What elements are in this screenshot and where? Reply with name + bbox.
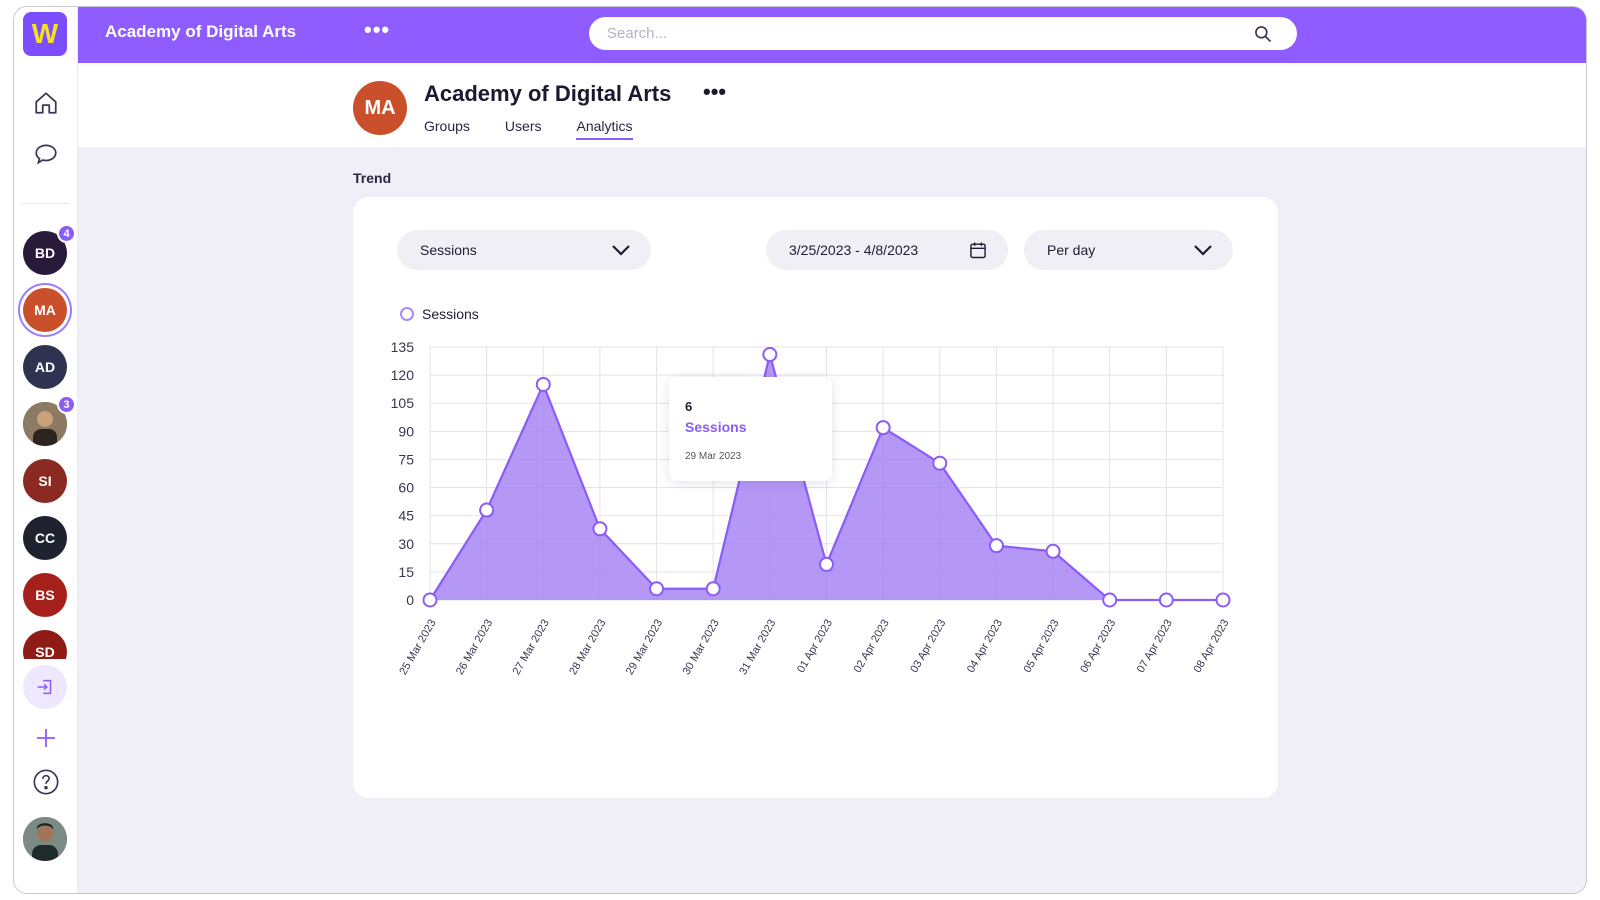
date-range-value: 3/25/2023 - 4/8/2023 <box>789 242 919 258</box>
search-input[interactable] <box>607 17 1227 50</box>
x-tick-label: 05 Apr 2023 <box>1022 618 1062 675</box>
data-point[interactable] <box>705 581 721 597</box>
workspace-list: BD 4 MA AD 3 S <box>14 222 78 659</box>
sidebar: W BD 4 MA AD <box>14 7 78 893</box>
interval-select-value: Per day <box>1047 242 1096 258</box>
workspace-sd[interactable]: SD <box>23 630 67 659</box>
workspace-ad[interactable]: AD <box>23 345 67 389</box>
date-range-picker[interactable]: 3/25/2023 - 4/8/2023 <box>766 230 1008 270</box>
chat-icon[interactable] <box>30 138 62 170</box>
x-tick-label: 04 Apr 2023 <box>965 618 1005 675</box>
notification-badge: 4 <box>57 224 76 243</box>
y-tick-label: 75 <box>398 451 414 467</box>
data-point[interactable] <box>592 521 608 537</box>
data-point[interactable] <box>988 538 1004 554</box>
sidebar-divider <box>22 203 70 204</box>
legend-marker[interactable] <box>400 307 414 321</box>
y-tick-label: 15 <box>398 564 414 580</box>
chevron-down-icon <box>612 245 630 256</box>
chevron-down-icon <box>1194 245 1212 256</box>
tab-groups[interactable]: Groups <box>424 118 470 134</box>
search-icon[interactable] <box>1253 24 1273 44</box>
top-bar: Academy of Digital Arts ••• <box>78 7 1586 63</box>
tooltip-series: Sessions <box>685 419 747 435</box>
section-title: Trend <box>353 170 392 186</box>
y-tick-label: 30 <box>398 536 414 552</box>
x-tick-label: 08 Apr 2023 <box>1192 618 1232 675</box>
y-tick-label: 120 <box>391 367 415 383</box>
add-icon[interactable] <box>30 722 62 754</box>
help-icon[interactable] <box>30 766 62 798</box>
workspace-menu-button[interactable]: ••• <box>703 79 727 104</box>
series-area-sessions <box>430 354 1223 600</box>
topbar-title: Academy of Digital Arts <box>105 22 297 41</box>
workspace-cc[interactable]: CC <box>23 516 67 560</box>
user-photo-icon <box>23 817 67 861</box>
tooltip-value: 6 <box>685 399 693 414</box>
data-point[interactable] <box>422 592 438 608</box>
y-tick-label: 105 <box>391 395 415 411</box>
x-tick-label: 03 Apr 2023 <box>908 618 948 675</box>
workspace-photo[interactable]: 3 <box>23 395 76 446</box>
sign-in-icon <box>37 679 52 695</box>
data-point[interactable] <box>1045 543 1061 559</box>
data-point[interactable] <box>1102 592 1118 608</box>
workspace-avatar: MA <box>353 81 407 135</box>
chart-legend: Sessions <box>400 306 479 322</box>
search-bar <box>589 17 1297 50</box>
data-point[interactable] <box>762 346 778 362</box>
x-tick-label: 07 Apr 2023 <box>1135 618 1175 675</box>
legend-label: Sessions <box>422 306 479 322</box>
x-tick-label: 29 Mar 2023 <box>624 618 665 677</box>
workspace-bs[interactable]: BS <box>23 573 67 617</box>
x-tick-label: 31 Mar 2023 <box>737 618 778 677</box>
x-tick-label: 26 Mar 2023 <box>454 618 495 677</box>
x-tick-label: 27 Mar 2023 <box>511 618 552 677</box>
x-tick-label: 28 Mar 2023 <box>567 618 608 677</box>
y-tick-label: 45 <box>398 508 414 524</box>
y-tick-label: 135 <box>391 339 415 355</box>
app-window: W BD 4 MA AD <box>13 6 1587 894</box>
tooltip-date: 29 Mar 2023 <box>685 451 742 462</box>
page-title: Academy of Digital Arts <box>424 81 672 106</box>
topbar-menu-button[interactable]: ••• <box>364 17 391 42</box>
data-point[interactable] <box>819 556 834 572</box>
join-workspace-button[interactable] <box>23 665 67 709</box>
tab-analytics[interactable]: Analytics <box>576 118 633 140</box>
sessions-area-chart: 0 15 30 45 60 75 90 105 120 135 25 Mar 2023 26 Mar … <box>391 339 1232 677</box>
x-tick-label: 25 Mar 2023 <box>397 618 438 677</box>
metric-select-value: Sessions <box>420 242 477 258</box>
y-tick-label: 0 <box>406 592 414 608</box>
interval-select[interactable]: Per day <box>1024 230 1233 270</box>
x-tick-label: 06 Apr 2023 <box>1078 618 1118 675</box>
workspace-ma[interactable]: MA <box>23 288 67 332</box>
y-tick-label: 60 <box>398 480 414 496</box>
trend-card: Sessions 3/25/2023 - 4/8/2023 Per day Se… <box>353 197 1278 798</box>
tab-bar: Groups Users Analytics <box>424 118 633 140</box>
data-point[interactable] <box>479 502 495 518</box>
data-point[interactable] <box>535 376 551 392</box>
user-avatar[interactable] <box>23 817 67 861</box>
data-point[interactable] <box>649 581 665 597</box>
workspace-header: MA Academy of Digital Arts ••• Groups Us… <box>78 63 1586 147</box>
x-tick-label: 02 Apr 2023 <box>852 618 892 675</box>
data-point[interactable] <box>1215 592 1231 608</box>
notification-badge: 3 <box>57 395 76 414</box>
metric-select[interactable]: Sessions <box>397 230 651 270</box>
tab-users[interactable]: Users <box>504 118 542 134</box>
data-point[interactable] <box>932 455 948 471</box>
x-tick-label: 01 Apr 2023 <box>795 618 835 675</box>
app-logo[interactable]: W <box>23 12 67 56</box>
home-icon[interactable] <box>30 87 62 119</box>
x-tick-label: 30 Mar 2023 <box>681 618 722 677</box>
data-point[interactable] <box>1158 592 1174 608</box>
workspace-si[interactable]: SI <box>23 459 67 503</box>
y-tick-label: 90 <box>398 423 414 439</box>
workspace-bd[interactable]: BD 4 <box>23 224 76 275</box>
chart-tooltip: 6 Sessions 29 Mar 2023 <box>669 377 832 481</box>
calendar-icon <box>970 242 986 259</box>
data-point[interactable] <box>875 420 891 436</box>
